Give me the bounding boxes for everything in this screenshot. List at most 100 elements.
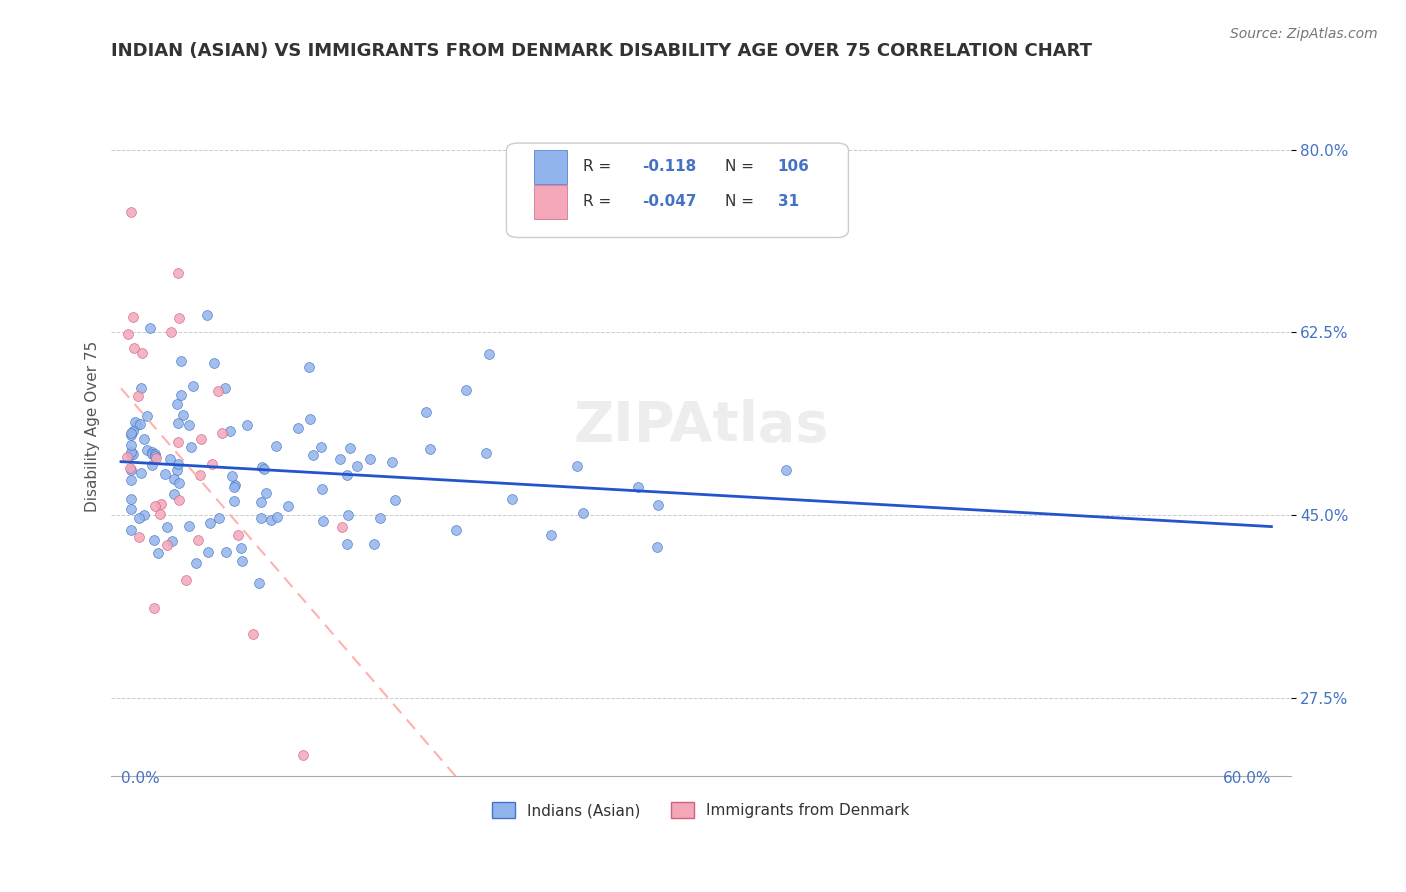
Point xyxy=(336,537,359,551)
Point xyxy=(368,510,391,524)
Point xyxy=(277,499,299,513)
Point xyxy=(143,600,166,615)
Point xyxy=(226,527,249,541)
Point xyxy=(146,546,169,560)
Point xyxy=(242,627,264,641)
Point xyxy=(384,492,406,507)
Point xyxy=(247,575,270,590)
Text: 0.0%: 0.0% xyxy=(121,771,160,786)
Point xyxy=(121,310,143,324)
Point xyxy=(475,446,498,460)
Point xyxy=(253,462,276,476)
Point xyxy=(292,748,315,763)
Point xyxy=(418,442,440,456)
Point xyxy=(145,450,167,465)
Point xyxy=(120,473,142,487)
Point xyxy=(120,463,142,477)
Point xyxy=(170,388,193,402)
Point xyxy=(120,427,142,442)
Text: INDIAN (ASIAN) VS IMMIGRANTS FROM DENMARK DISABILITY AGE OVER 75 CORRELATION CHA: INDIAN (ASIAN) VS IMMIGRANTS FROM DENMAR… xyxy=(111,42,1092,60)
Point xyxy=(311,441,333,455)
Point xyxy=(456,384,478,398)
Point xyxy=(208,511,231,525)
Point xyxy=(224,480,246,494)
Point xyxy=(565,458,588,473)
Point xyxy=(363,536,385,550)
Point xyxy=(627,480,650,494)
Point xyxy=(329,452,352,467)
Point xyxy=(128,530,150,544)
Point xyxy=(260,513,283,527)
Point xyxy=(167,475,190,490)
Point xyxy=(311,482,333,496)
Point xyxy=(120,425,142,440)
Point xyxy=(160,533,183,548)
Point xyxy=(120,438,142,452)
Point xyxy=(128,511,150,525)
Point xyxy=(129,381,152,395)
Point xyxy=(124,415,146,429)
Text: R =: R = xyxy=(583,160,616,174)
Point xyxy=(249,510,271,524)
Point xyxy=(141,447,163,461)
Point xyxy=(222,493,245,508)
Text: -0.047: -0.047 xyxy=(643,194,696,210)
Point xyxy=(115,450,138,465)
Point xyxy=(214,381,236,395)
Point xyxy=(202,356,225,370)
Point xyxy=(186,556,208,570)
Text: 31: 31 xyxy=(778,194,799,210)
Point xyxy=(571,506,593,520)
Point xyxy=(167,266,190,280)
Point xyxy=(501,492,523,507)
Point xyxy=(190,432,212,446)
Point xyxy=(219,424,242,438)
Text: 60.0%: 60.0% xyxy=(1223,771,1271,786)
Point xyxy=(122,447,145,461)
Point xyxy=(181,378,204,392)
Point xyxy=(172,408,194,422)
Point xyxy=(647,498,669,512)
Point xyxy=(177,418,200,433)
Point xyxy=(336,467,359,482)
Point xyxy=(236,417,259,432)
Point xyxy=(298,360,321,375)
FancyBboxPatch shape xyxy=(506,143,848,237)
Point xyxy=(540,528,562,542)
Point xyxy=(330,520,353,534)
Point xyxy=(201,457,224,471)
Point xyxy=(298,411,321,425)
Point xyxy=(266,509,288,524)
FancyBboxPatch shape xyxy=(533,185,567,219)
Point xyxy=(207,384,229,399)
Point xyxy=(132,508,155,522)
Point xyxy=(264,438,287,452)
Point xyxy=(170,354,193,368)
Point xyxy=(143,499,166,513)
Point xyxy=(166,463,188,477)
Point xyxy=(312,514,335,528)
Point xyxy=(444,523,467,537)
Y-axis label: Disability Age Over 75: Disability Age Over 75 xyxy=(86,341,100,512)
Point xyxy=(254,485,277,500)
Point xyxy=(167,416,190,430)
Point xyxy=(346,458,368,473)
Point xyxy=(775,463,797,477)
Text: R =: R = xyxy=(583,194,616,210)
FancyBboxPatch shape xyxy=(533,150,567,184)
Point xyxy=(478,347,501,361)
Text: ZIPAtlas: ZIPAtlas xyxy=(574,400,828,453)
Point xyxy=(131,345,153,359)
Text: N =: N = xyxy=(724,160,758,174)
Point xyxy=(156,538,179,552)
Point xyxy=(143,448,166,462)
Point xyxy=(136,443,159,458)
Point xyxy=(301,448,323,462)
Point xyxy=(224,478,246,492)
Point xyxy=(221,469,243,483)
Point xyxy=(149,507,172,521)
Point xyxy=(336,508,359,522)
Point xyxy=(143,533,166,547)
Point xyxy=(381,455,404,469)
Point xyxy=(159,452,181,467)
